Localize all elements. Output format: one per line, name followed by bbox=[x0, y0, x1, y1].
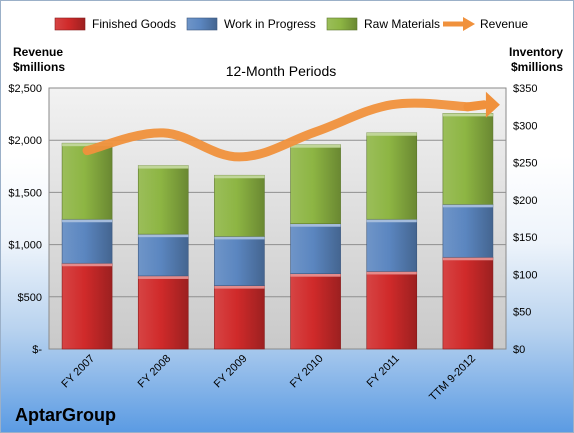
bar-top-highlight bbox=[214, 175, 265, 179]
bar-top-highlight bbox=[138, 165, 189, 169]
legend-swatch bbox=[54, 17, 86, 31]
bar-raw-materials bbox=[137, 165, 189, 235]
bar-top-highlight bbox=[366, 271, 417, 275]
left-axis-label-line2: $millions bbox=[13, 60, 65, 74]
bar-finished-goods bbox=[137, 275, 189, 350]
revenue-line bbox=[82, 98, 473, 162]
left-axis-label-line1: Revenue bbox=[13, 45, 63, 59]
legend-label: Revenue bbox=[480, 17, 528, 31]
revenue-arrowhead bbox=[485, 91, 500, 118]
right-tick-label: $250 bbox=[513, 158, 537, 170]
bar-work-in-progress bbox=[61, 218, 113, 264]
bar-top-highlight bbox=[290, 144, 341, 148]
revenue-line-extension bbox=[463, 100, 489, 112]
legend-label: Work in Progress bbox=[224, 17, 316, 31]
bar-work-in-progress bbox=[442, 204, 494, 258]
left-tick-label: $2,000 bbox=[8, 135, 42, 147]
bar-work-in-progress bbox=[214, 236, 265, 286]
right-tick-label: $100 bbox=[513, 269, 537, 281]
revenue-line-layer bbox=[82, 91, 500, 162]
bar-finished-goods bbox=[290, 273, 341, 350]
bar-work-in-progress bbox=[137, 233, 189, 277]
bar-top-highlight bbox=[214, 236, 265, 240]
right-tick-label: $0 bbox=[513, 344, 525, 356]
bars bbox=[61, 113, 494, 350]
bar-top-highlight bbox=[366, 132, 417, 136]
bar-top-highlight bbox=[442, 257, 493, 261]
bar-top-highlight bbox=[62, 143, 113, 147]
bar-top-highlight bbox=[290, 273, 341, 277]
bar-top-highlight bbox=[290, 223, 341, 227]
legend-swatch bbox=[326, 17, 358, 31]
right-tick-label: $300 bbox=[513, 120, 537, 132]
left-tick-label: $1,500 bbox=[8, 187, 42, 199]
legend-label: Raw Materials bbox=[364, 17, 440, 31]
legend-swatch bbox=[186, 17, 218, 31]
x-tick-label: FY 2007 bbox=[59, 353, 97, 391]
x-tick-label: FY 2009 bbox=[212, 353, 250, 391]
right-axis-ticks: $0 $50 $100 $150 $200 $250 $300 $350 bbox=[513, 83, 537, 356]
bar-finished-goods bbox=[61, 262, 113, 350]
left-tick-label: $2,500 bbox=[8, 83, 42, 95]
right-tick-label: $50 bbox=[513, 307, 531, 319]
bar-raw-materials bbox=[214, 174, 265, 237]
bar-top-highlight bbox=[442, 204, 493, 208]
bar-work-in-progress bbox=[366, 218, 418, 272]
left-axis-ticks: $- $500 $1,000 $1,500 $2,000 $2,500 bbox=[8, 83, 42, 356]
bar-finished-goods bbox=[214, 285, 265, 350]
bar-top-highlight bbox=[138, 234, 189, 238]
bar-top-highlight bbox=[442, 113, 493, 117]
bar-top-highlight bbox=[62, 263, 113, 267]
legend: Finished Goods Work in Progress Raw Materi… bbox=[54, 17, 528, 31]
bar-raw-materials bbox=[290, 144, 341, 225]
x-tick-label: FY 2010 bbox=[288, 353, 326, 391]
right-tick-label: $350 bbox=[513, 83, 537, 95]
bar-raw-materials bbox=[366, 132, 418, 220]
bar-raw-materials bbox=[61, 142, 113, 220]
right-tick-label: $150 bbox=[513, 232, 537, 244]
bar-top-highlight bbox=[214, 285, 265, 289]
x-axis-ticks: FY 2007 FY 2008 FY 2009 FY 2010 FY 2011 TTM 9… bbox=[59, 353, 478, 404]
legend-arrow-swatch bbox=[463, 17, 475, 31]
bar-top-highlight bbox=[138, 275, 189, 279]
left-tick-label: $1,000 bbox=[8, 240, 42, 252]
x-tick-label: TTM 9-2012 bbox=[427, 353, 478, 404]
bar-top-highlight bbox=[366, 219, 417, 223]
bar-finished-goods bbox=[442, 256, 494, 350]
bar-top-highlight bbox=[62, 219, 113, 223]
bar-work-in-progress bbox=[290, 223, 341, 274]
right-tick-label: $200 bbox=[513, 195, 537, 207]
right-axis-label-line2: $millions bbox=[511, 60, 563, 74]
bar-finished-goods bbox=[366, 271, 418, 350]
legend-label: Finished Goods bbox=[92, 17, 176, 31]
chart-title: 12-Month Periods bbox=[226, 63, 337, 79]
company-name: AptarGroup bbox=[15, 405, 116, 425]
x-tick-label: FY 2011 bbox=[365, 353, 402, 390]
right-axis-label-line1: Inventory bbox=[509, 45, 563, 59]
x-tick-label: FY 2008 bbox=[136, 353, 174, 391]
left-tick-label: $500 bbox=[18, 292, 42, 304]
left-tick-label: $- bbox=[32, 344, 42, 356]
bar-raw-materials bbox=[442, 113, 494, 205]
plot-area bbox=[48, 87, 507, 350]
